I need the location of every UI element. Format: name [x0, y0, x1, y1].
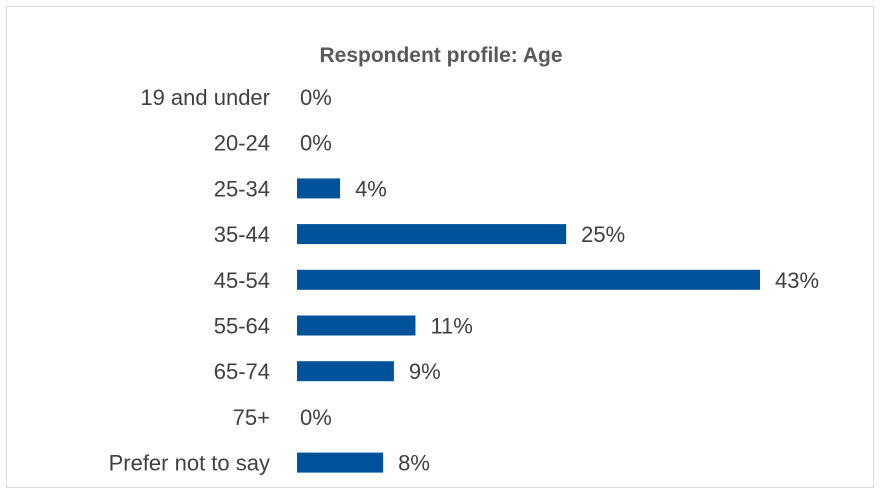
- chart-title: Respondent profile: Age: [319, 44, 562, 67]
- bar: [297, 452, 384, 473]
- value-label: 0%: [300, 405, 332, 430]
- category-label: 25-34: [214, 176, 270, 201]
- value-label: 0%: [300, 85, 332, 110]
- chart-frame: [6, 6, 874, 488]
- value-label: 4%: [355, 176, 387, 201]
- value-label: 11%: [430, 314, 472, 339]
- category-label: 65-74: [214, 359, 270, 384]
- value-label: 0%: [300, 131, 332, 156]
- value-label: 25%: [581, 222, 625, 247]
- category-label: 55-64: [214, 314, 270, 339]
- bars-group: 19 and under 0% 20-24 0% 25-34 4% 35-44 25% 45-5…: [109, 85, 819, 476]
- category-label: 75+: [233, 405, 270, 430]
- category-label: 35-44: [214, 222, 270, 247]
- bar: [297, 224, 567, 245]
- bar: [297, 315, 416, 336]
- bar: [297, 361, 394, 382]
- value-label: 9%: [409, 359, 441, 384]
- category-label: 20-24: [214, 131, 270, 156]
- value-label: 43%: [775, 268, 819, 293]
- bar: [297, 269, 760, 290]
- category-label: 45-54: [214, 268, 270, 293]
- category-label: Prefer not to say: [109, 451, 270, 476]
- bar: [297, 178, 341, 199]
- value-label: 8%: [398, 451, 430, 476]
- category-label: 19 and under: [140, 85, 270, 110]
